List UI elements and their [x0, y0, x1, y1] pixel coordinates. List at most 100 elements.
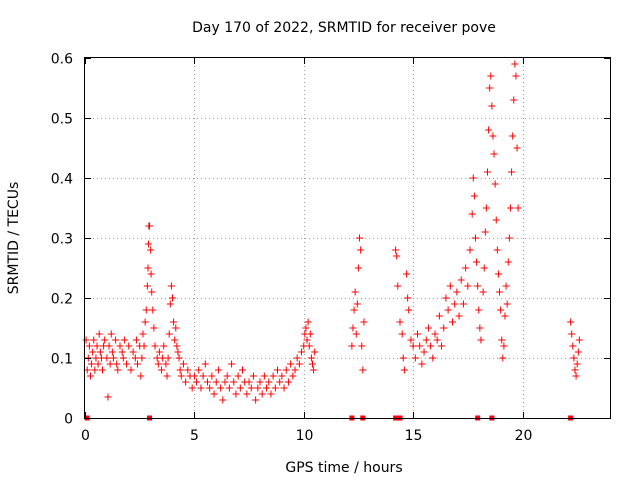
data-point	[440, 324, 448, 332]
data-point	[570, 354, 578, 362]
data-point	[271, 384, 279, 392]
data-point	[104, 393, 112, 401]
data-point	[311, 348, 319, 356]
data-point	[353, 300, 361, 308]
data-point	[360, 318, 368, 326]
data-point	[105, 342, 113, 350]
data-point	[405, 306, 413, 314]
data-point	[567, 318, 575, 326]
data-point	[166, 300, 174, 308]
data-point	[175, 354, 183, 362]
data-point	[103, 354, 111, 362]
data-point	[502, 282, 510, 290]
data-point	[90, 336, 98, 344]
data-point	[113, 360, 121, 368]
data-point	[433, 336, 441, 344]
data-point	[513, 144, 521, 152]
data-point	[118, 348, 126, 356]
data-point	[163, 372, 171, 380]
data-point	[480, 264, 488, 272]
data-point	[252, 396, 260, 404]
data-point	[462, 264, 470, 272]
data-point	[119, 354, 127, 362]
data-point	[150, 324, 158, 332]
data-point	[170, 318, 178, 326]
data-point	[442, 294, 450, 302]
data-point	[431, 330, 439, 338]
data-point	[404, 294, 412, 302]
data-point	[232, 390, 240, 398]
data-point	[466, 246, 474, 254]
data-point	[569, 342, 577, 350]
data-point	[352, 330, 360, 338]
data-point	[574, 348, 582, 356]
data-point	[249, 372, 257, 380]
data-point	[199, 372, 207, 380]
data-point	[184, 366, 192, 374]
data-point	[88, 360, 96, 368]
data-point	[400, 366, 408, 374]
x-axis-label: GPS time / hours	[285, 460, 402, 476]
data-point	[464, 282, 472, 290]
data-point	[409, 342, 417, 350]
data-point	[310, 366, 318, 374]
data-point	[195, 366, 203, 374]
data-point	[172, 324, 180, 332]
data-point	[142, 306, 150, 314]
data-point	[509, 132, 517, 140]
data-point	[496, 288, 504, 296]
data-point	[234, 372, 242, 380]
data-point	[476, 324, 484, 332]
data-points	[82, 60, 583, 421]
data-point	[357, 246, 365, 254]
data-point	[568, 330, 576, 338]
data-point	[245, 378, 253, 386]
data-point	[280, 384, 288, 392]
data-point	[282, 366, 290, 374]
data-point	[214, 366, 222, 374]
data-point	[141, 318, 149, 326]
data-point	[107, 330, 115, 338]
data-point	[477, 336, 485, 344]
data-point	[424, 324, 432, 332]
data-point	[471, 234, 479, 242]
data-point	[94, 360, 102, 368]
data-point	[305, 342, 313, 350]
data-point	[101, 336, 109, 344]
data-point	[504, 258, 512, 266]
data-point	[499, 354, 507, 362]
data-point	[147, 246, 155, 254]
data-point	[260, 372, 268, 380]
data-point	[228, 360, 236, 368]
data-point	[293, 354, 301, 362]
data-point	[188, 384, 196, 392]
data-point	[501, 312, 509, 320]
data-point	[210, 390, 218, 398]
data-point	[304, 318, 312, 326]
data-point	[438, 342, 446, 350]
data-point	[407, 336, 415, 344]
plot-frame	[84, 57, 611, 419]
data-point	[162, 360, 170, 368]
y-tick-label: 0	[64, 412, 73, 428]
data-point	[500, 342, 508, 350]
data-point	[453, 288, 461, 296]
data-point	[109, 354, 117, 362]
data-point	[475, 306, 483, 314]
data-point	[144, 264, 152, 272]
data-point	[96, 348, 104, 356]
data-point	[494, 270, 502, 278]
data-point	[418, 360, 426, 368]
y-axis-ticks: 0 0.1 0.2 0.3 0.4 0.5 0.6	[51, 52, 610, 428]
data-point	[217, 384, 225, 392]
data-point	[256, 378, 264, 386]
data-point	[506, 204, 514, 212]
data-point	[295, 360, 303, 368]
data-point	[422, 336, 430, 344]
data-point	[348, 342, 356, 350]
data-point	[474, 282, 482, 290]
data-point	[490, 150, 498, 158]
data-point	[114, 366, 122, 374]
data-point	[393, 252, 401, 260]
